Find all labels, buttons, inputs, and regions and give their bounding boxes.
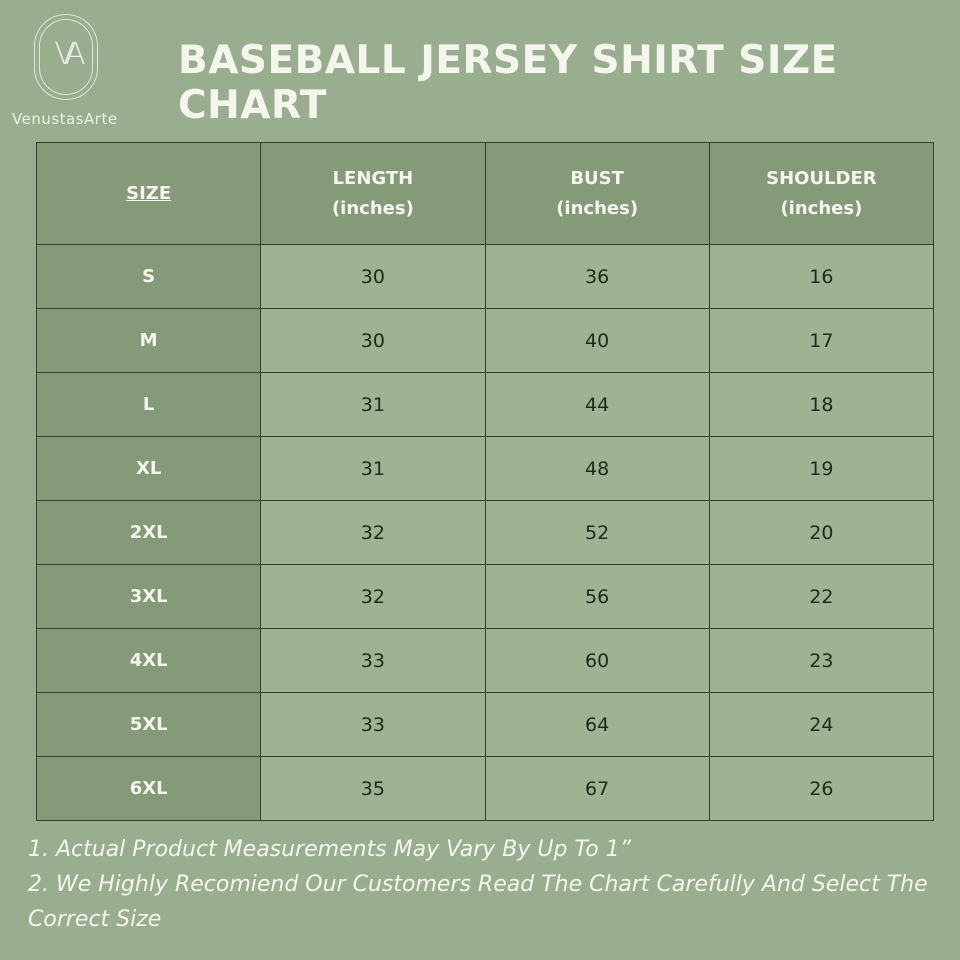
column-header-shoulder: SHOULDER (inches) (708, 142, 935, 245)
value-cell: 67 (484, 756, 710, 821)
value-cell: 32 (260, 564, 486, 629)
value-cell: 31 (260, 436, 486, 501)
value-cell: 30 (260, 244, 486, 309)
size-cell: 3XL (35, 564, 262, 629)
value-cell: 52 (484, 500, 710, 565)
logo-monogram: VA (54, 37, 85, 72)
value-cell: 19 (708, 436, 935, 501)
value-cell: 22 (708, 564, 935, 629)
column-header-length: LENGTH (inches) (260, 142, 486, 245)
size-cell: 4XL (35, 628, 262, 693)
table-row: XL 31 48 19 (35, 436, 935, 501)
value-cell: 60 (484, 628, 710, 693)
size-cell: S (35, 244, 262, 309)
value-cell: 23 (708, 628, 935, 693)
value-cell: 20 (708, 500, 935, 565)
header-label: LENGTH (332, 167, 414, 189)
size-cell: L (35, 372, 262, 437)
notes: 1. Actual Product Measurements May Vary … (28, 832, 948, 937)
table-row: 3XL 32 56 22 (35, 564, 935, 629)
header-label: BUST (570, 167, 624, 189)
table-row: 5XL 33 64 24 (35, 692, 935, 757)
value-cell: 56 (484, 564, 710, 629)
header-label: SIZE (126, 182, 172, 204)
page-title: BASEBALL JERSEY SHIRT SIZE CHART (178, 38, 838, 128)
value-cell: 33 (260, 692, 486, 757)
size-cell: 2XL (35, 500, 262, 565)
header-label: SHOULDER (766, 167, 877, 189)
brand-name: VenustasArte (12, 110, 118, 128)
value-cell: 40 (484, 308, 710, 373)
value-cell: 32 (260, 500, 486, 565)
value-cell: 18 (708, 372, 935, 437)
value-cell: 30 (260, 308, 486, 373)
header-unit: (inches) (780, 197, 863, 219)
value-cell: 64 (484, 692, 710, 757)
value-cell: 31 (260, 372, 486, 437)
value-cell: 36 (484, 244, 710, 309)
table-row: M 30 40 17 (35, 308, 935, 373)
value-cell: 33 (260, 628, 486, 693)
header-unit: (inches) (556, 197, 639, 219)
value-cell: 35 (260, 756, 486, 821)
table-row: 6XL 35 67 26 (35, 756, 935, 821)
size-cell: 6XL (35, 756, 262, 821)
column-header-size: SIZE (35, 142, 262, 245)
size-chart-table: SIZE LENGTH (inches) BUST (inches) SHOULDER (i… (35, 142, 935, 821)
table-row: 4XL 33 60 23 (35, 628, 935, 693)
value-cell: 16 (708, 244, 935, 309)
size-cell: XL (35, 436, 262, 501)
note-2: 2. We Highly Recomiend Our Customers Rea… (28, 872, 928, 932)
table-row: L 31 44 18 (35, 372, 935, 437)
table-row: 2XL 32 52 20 (35, 500, 935, 565)
size-cell: 5XL (35, 692, 262, 757)
value-cell: 26 (708, 756, 935, 821)
value-cell: 44 (484, 372, 710, 437)
value-cell: 17 (708, 308, 935, 373)
brand-logo: VA (34, 14, 98, 100)
value-cell: 24 (708, 692, 935, 757)
header-unit: (inches) (331, 197, 414, 219)
column-header-bust: BUST (inches) (484, 142, 710, 245)
value-cell: 48 (484, 436, 710, 501)
note-1: 1. Actual Product Measurements May Vary … (28, 837, 632, 862)
size-cell: M (35, 308, 262, 373)
table-row: S 30 36 16 (35, 244, 935, 309)
